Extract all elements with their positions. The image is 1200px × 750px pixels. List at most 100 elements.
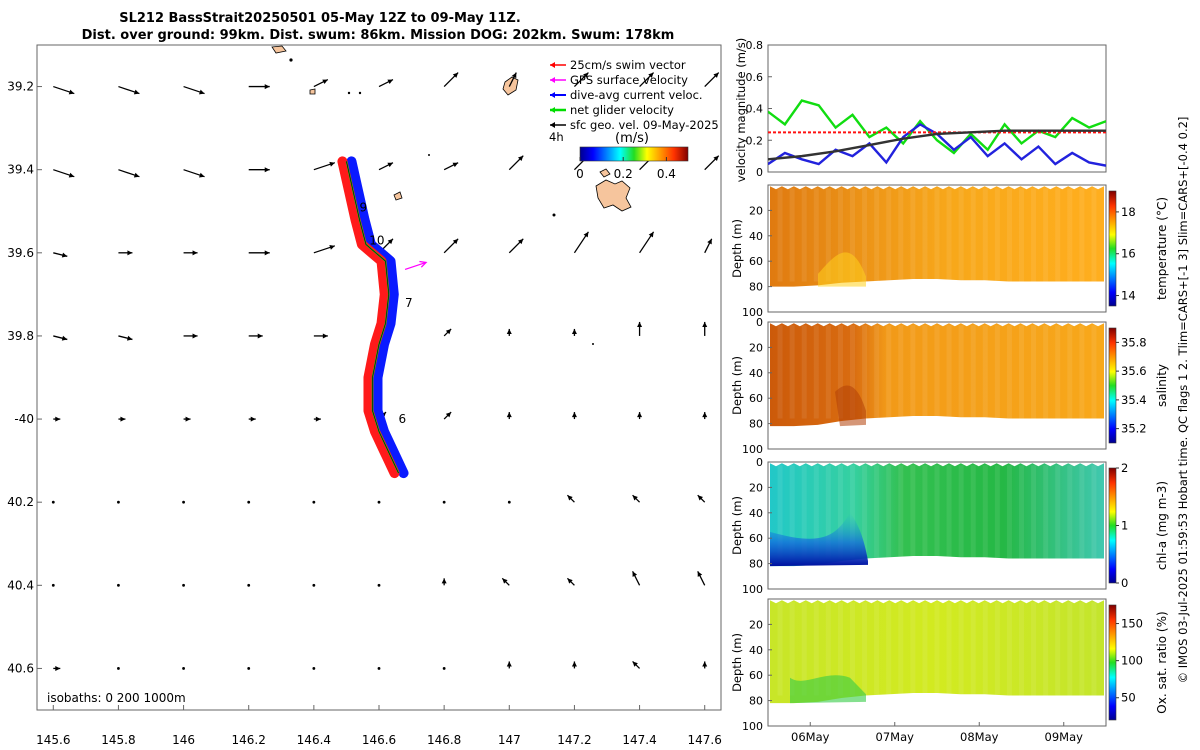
sfc-velocity-arrow	[53, 416, 61, 422]
velocity-y-tick-label: 0.4	[746, 103, 764, 116]
map-x-tick-label: 147.6	[688, 733, 722, 747]
sfc-velocity-arrow	[501, 577, 510, 586]
arrow-head	[632, 495, 638, 501]
section-y-tick-label: 60	[749, 392, 763, 405]
section-colorbar-tick-label: 35.4	[1121, 393, 1147, 407]
map-x-tick-label: 146.6	[362, 733, 396, 747]
sfc-velocity-arrow	[183, 169, 205, 178]
map-x-tick-label: 147	[498, 733, 521, 747]
map-y-tick-label: 40.4	[7, 578, 34, 592]
sfc-velocity-arrow	[117, 500, 120, 504]
sfc-velocity-arrow	[443, 72, 459, 88]
sfc-velocity-arrow	[118, 85, 140, 95]
map-x-axis: 145.6 145.8 146 146.2 146.4 146.6 146.8 147 147.…	[36, 705, 722, 747]
isobath-note: isobaths: 0 200 1000m	[47, 691, 186, 705]
arrow-head	[264, 167, 270, 173]
section-y-tick-label: 60	[749, 255, 763, 268]
arrow-head	[329, 245, 335, 250]
arrow-head	[264, 84, 270, 90]
section-y-tick-label: 80	[749, 418, 763, 431]
arrow-head	[192, 333, 198, 339]
land-islet	[428, 154, 430, 156]
sfc-velocity-arrow	[631, 571, 641, 586]
map-x-tick-label: 146.8	[427, 733, 461, 747]
title-line-1: SL212 BassStrait20250501 05-May 12Z to 0…	[119, 11, 521, 26]
sfc-velocity-arrow	[183, 416, 191, 422]
arrow-head	[61, 252, 68, 258]
sfc-velocity-arrow	[183, 333, 198, 339]
section-colorbar-tick-label: 35.2	[1121, 422, 1147, 436]
speed-colorbar-ticks: 0 0.2 0.4	[576, 157, 676, 181]
sfc-velocity-arrow	[697, 494, 706, 503]
section-y-tick-label: 0	[756, 316, 763, 329]
sfc-velocity-arrow	[702, 661, 708, 669]
map-x-tick-label: 146.4	[297, 733, 331, 747]
time-x-tick-label: 06May	[791, 730, 830, 744]
track-day-label: 10	[369, 234, 384, 248]
arrow-head	[517, 155, 524, 161]
velocity-ylabel: velocity magnitude (m/s)	[734, 38, 748, 183]
arrow-head	[387, 79, 393, 85]
arrow-tail	[117, 667, 120, 670]
legend-swim-head	[550, 62, 555, 68]
arrow-head	[707, 238, 712, 245]
map-x-tick-label: 145.6	[36, 733, 70, 747]
velocity-series-sfc-geo-vel-09-may-2025	[768, 129, 1106, 161]
section-colorbar-tick-label: 50	[1121, 691, 1136, 705]
sfc-velocity-arrow	[702, 321, 708, 336]
section-y-tick-label: 100	[742, 583, 763, 596]
section-y-tick-label: 0	[756, 456, 763, 469]
arrow-tail	[442, 500, 446, 504]
arrow-head	[648, 231, 654, 238]
arrow-tail	[182, 667, 185, 670]
section-panel-salinity: 0 20 40 60 80 100 Depth (m) 35.2 35.4 35.6 35.8 sal…	[730, 316, 1169, 456]
velocity-series-net-glider-velocity	[768, 99, 1106, 155]
arrow-tail	[117, 583, 120, 587]
velocity-y-tick-label: 0.6	[746, 71, 764, 84]
sfc-velocity-arrow	[313, 416, 321, 422]
land-islet	[552, 213, 556, 217]
arrow-tail	[377, 667, 381, 670]
sfc-velocity-arrow	[566, 577, 575, 586]
time-x-tick-label: 08May	[960, 730, 999, 744]
sfc-velocity-arrow	[566, 494, 575, 503]
sfc-velocity-arrow	[53, 252, 68, 258]
arrow-head	[452, 72, 459, 78]
arrow-head	[648, 72, 654, 78]
section-y-tick-label: 40	[749, 644, 763, 657]
sfc-velocity-arrow	[632, 494, 641, 503]
land-island	[502, 76, 519, 96]
sfc-velocity-arrow	[377, 667, 381, 670]
sfc-velocity-arrow	[506, 328, 512, 336]
arrow-head	[511, 72, 517, 79]
speed-colorbar	[579, 146, 689, 162]
section-ylabel: Depth (m)	[730, 356, 744, 415]
sfc-velocity-arrow	[507, 500, 511, 504]
arrow-head	[506, 328, 512, 334]
land-islet	[289, 58, 293, 62]
sfc-velocity-arrow	[247, 500, 251, 504]
map-y-axis: 39.2 39.4 39.6 39.8 -40 40.2 40.4 40.6	[7, 80, 42, 675]
sfc-velocity-arrow	[183, 85, 205, 95]
track-day-label: 6	[399, 412, 407, 426]
sfc-velocity-arrow	[53, 335, 68, 341]
track-line	[346, 161, 399, 474]
arrow-head	[517, 238, 524, 245]
section-y-tick-label: 80	[749, 558, 763, 571]
gps-arrow-head	[419, 260, 428, 268]
arrow-head	[445, 412, 452, 418]
sfc-velocity-arrow	[117, 667, 120, 670]
sfc-velocity-arrow	[182, 583, 185, 587]
section-y-tick-label: 40	[749, 367, 763, 380]
map-x-tick-label: 146.2	[232, 733, 266, 747]
arrow-head	[702, 661, 708, 667]
sfc-velocity-arrow	[637, 321, 643, 336]
section-colorbar-label: salinity	[1155, 364, 1169, 407]
sfc-velocity-arrow	[183, 250, 198, 256]
sfc-velocity-arrow	[248, 333, 263, 339]
sfc-velocity-arrow	[571, 412, 577, 420]
legend-dive-label: dive-avg current veloc.	[570, 88, 703, 102]
arrow-head	[632, 661, 638, 667]
arrow-head	[329, 161, 335, 167]
